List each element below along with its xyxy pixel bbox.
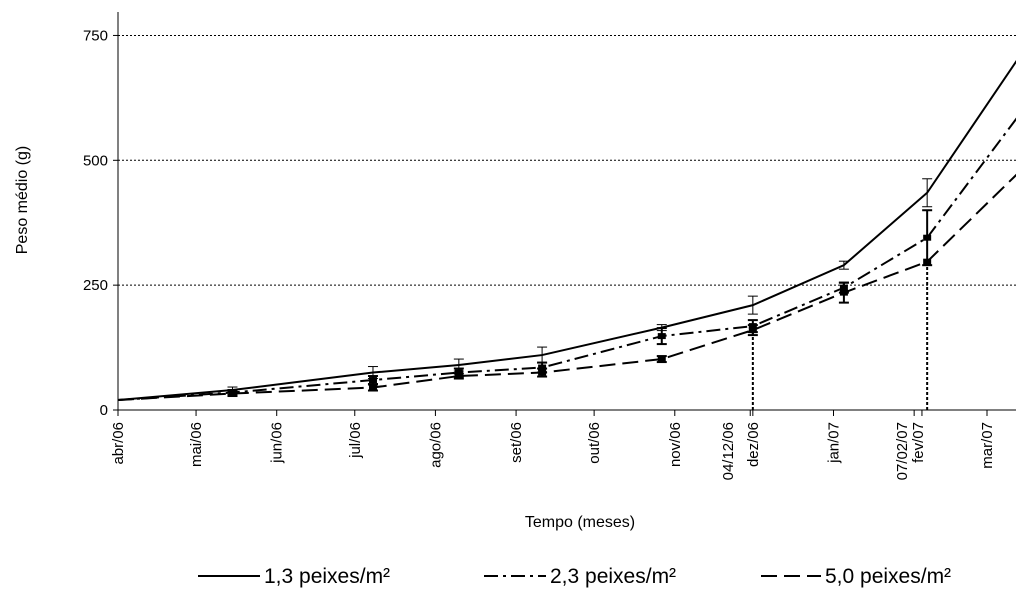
x-tick-label: dez/06	[745, 422, 762, 467]
x-ticks: abr/06 mai/06 jun/06 jul/06 ago/06 set/06 out/…	[110, 410, 996, 480]
x-tick-label: ago/06	[427, 422, 444, 468]
axes	[117, 12, 1016, 411]
x-tick-label: set/06	[508, 422, 525, 463]
gridlines	[118, 34, 1016, 286]
series-group	[117, 59, 1016, 402]
x-tick-label: mai/06	[188, 422, 205, 467]
x-tick-label: fev/07	[910, 422, 927, 463]
x-tick-label: out/06	[586, 422, 603, 464]
x-tick-label: nov/06	[667, 422, 684, 467]
x-tick-label: jan/07	[825, 422, 842, 464]
data-point	[657, 333, 666, 340]
data-point	[538, 369, 547, 376]
x-tick-label: jul/06	[347, 422, 364, 459]
y-ticks: 0 250 500 750	[83, 27, 118, 419]
x-tick-label: abr/06	[110, 422, 127, 465]
legend-label: 5,0 peixes/m²	[825, 565, 951, 588]
y-tick-label: 750	[83, 27, 108, 44]
data-point	[454, 373, 463, 380]
y-tick-label: 250	[83, 277, 108, 294]
legend: 1,3 peixes/m² 2,3 peixes/m² 5,0 peixes/m²	[198, 565, 951, 588]
data-point	[368, 377, 377, 384]
data-point	[228, 390, 237, 397]
x-axis-title: Tempo (meses)	[525, 514, 635, 531]
data-point	[368, 384, 377, 391]
x-tick-label: jun/06	[269, 422, 286, 464]
data-point	[748, 327, 757, 334]
y-tick-label: 500	[83, 152, 108, 169]
y-axis-title: Peso médio (g)	[14, 146, 31, 255]
x-tick-label: 07/02/07	[894, 422, 911, 480]
legend-label: 2,3 peixes/m²	[550, 565, 676, 588]
series-line	[117, 59, 1016, 402]
series-line	[117, 173, 1016, 402]
series	[117, 59, 1016, 402]
series	[117, 173, 1016, 402]
series-line	[117, 117, 1016, 402]
series	[117, 117, 1016, 402]
data-point	[839, 289, 848, 296]
legend-label: 1,3 peixes/m²	[264, 565, 390, 588]
data-point	[657, 356, 666, 363]
vertical-date-markers	[751, 261, 929, 410]
data-point	[923, 258, 932, 265]
y-tick-label: 0	[100, 402, 108, 419]
x-tick-label: 04/12/06	[720, 422, 737, 480]
data-point	[923, 234, 932, 241]
x-tick-label: mar/07	[979, 422, 996, 469]
